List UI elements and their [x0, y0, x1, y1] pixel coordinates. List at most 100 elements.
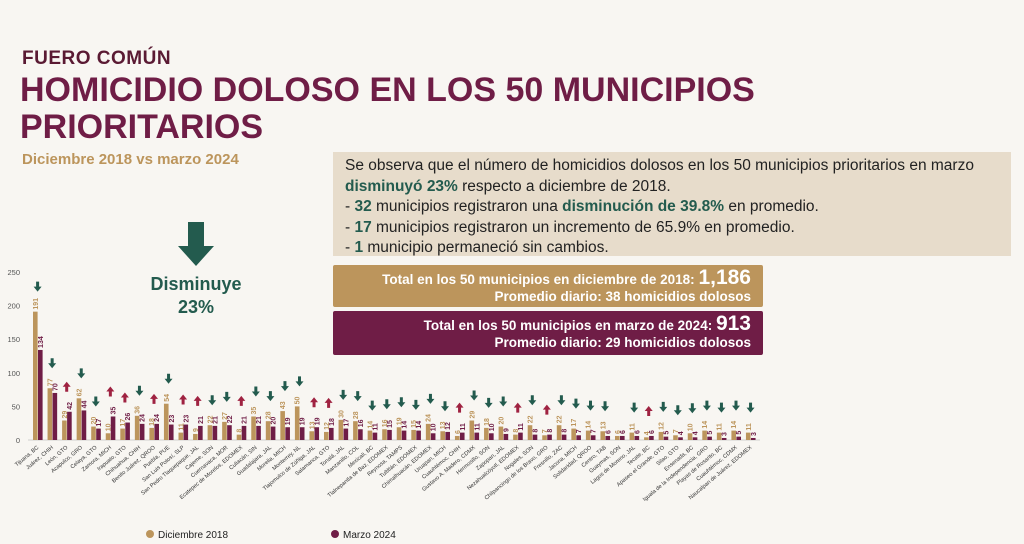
bar — [329, 427, 334, 440]
value-label: 20 — [91, 417, 98, 425]
kicker: FUERO COMÚN — [22, 48, 172, 69]
value-label: 134 — [38, 336, 45, 348]
bar — [513, 434, 518, 440]
bar — [38, 349, 43, 440]
value-label: 6 — [649, 430, 656, 434]
value-label: 24 — [154, 414, 161, 422]
value-label: 13 — [440, 421, 447, 429]
value-label: 11 — [717, 423, 724, 431]
info-text: 17 — [354, 218, 372, 236]
callout-text: 23% — [177, 297, 215, 317]
change-arrow — [673, 405, 682, 416]
bar — [120, 428, 125, 440]
value-label: 7 — [576, 429, 583, 433]
bar — [183, 424, 189, 440]
y-tick-label: 100 — [7, 369, 20, 378]
title: HOMICIDIO DOLOSO EN LOS 50 MUNICIPIOS PR… — [20, 71, 755, 146]
y-tick-label: 0 — [16, 436, 20, 445]
info-line: - 17 municipios registraron un increment… — [345, 218, 999, 239]
value-label: 17 — [120, 419, 127, 427]
change-arrow — [251, 386, 260, 397]
value-label: 4 — [693, 431, 700, 435]
bar — [411, 429, 416, 440]
value-label: 14 — [702, 421, 709, 429]
change-arrow — [542, 404, 551, 415]
change-arrow — [120, 392, 129, 403]
bar — [105, 433, 111, 440]
value-label: 17 — [571, 419, 578, 427]
info-text: municipio permaneció sin cambios. — [363, 239, 609, 256]
bar — [52, 392, 58, 440]
info-text: - — [345, 218, 355, 236]
bar — [474, 432, 480, 440]
value-label: 11 — [629, 423, 636, 431]
value-label: 12 — [658, 422, 665, 430]
value-label: 8 — [547, 429, 554, 433]
value-label: 19 — [300, 417, 307, 425]
bar — [571, 428, 576, 440]
change-arrow — [368, 400, 377, 411]
value-label: 18 — [149, 418, 156, 426]
change-arrow — [77, 368, 86, 379]
bar — [484, 427, 489, 440]
value-label: 22 — [227, 415, 234, 423]
change-arrow — [91, 396, 100, 407]
bar — [280, 411, 285, 440]
bar — [615, 435, 620, 440]
value-label: 16 — [382, 419, 389, 427]
bar — [96, 428, 101, 440]
bar — [678, 437, 683, 440]
bar — [702, 430, 707, 440]
info-text: - — [345, 239, 355, 256]
info-line: - 1 municipio permaneció sin cambios. — [345, 238, 999, 259]
bar — [707, 436, 712, 440]
bar — [590, 435, 596, 440]
bar — [556, 425, 562, 440]
value-label: 4 — [678, 431, 685, 435]
bar — [353, 421, 358, 440]
value-label: 14 — [731, 421, 738, 429]
value-label: 11 — [372, 423, 379, 431]
change-arrow — [513, 402, 522, 413]
value-label: 5 — [736, 431, 743, 435]
value-label: 77 — [47, 378, 54, 386]
total-box: Total en los 50 municipios en diciembre … — [333, 265, 763, 307]
change-arrow — [426, 393, 435, 404]
bar — [324, 431, 329, 440]
total-line: Total en los 50 municipios en marzo de 2… — [345, 312, 751, 335]
y-tick-label: 150 — [7, 335, 20, 344]
value-label: 15 — [387, 420, 394, 428]
value-label: 24 — [426, 414, 433, 422]
value-label: 70 — [52, 383, 59, 391]
bar — [527, 425, 533, 440]
info-text: - — [345, 198, 355, 215]
value-label: 20 — [498, 417, 505, 425]
bar — [178, 432, 184, 440]
total-value: 913 — [715, 312, 751, 335]
bar — [649, 435, 654, 440]
bar — [440, 431, 445, 440]
value-label: 43 — [280, 401, 287, 409]
value-label: 4 — [644, 431, 651, 435]
bar — [576, 435, 581, 440]
bar — [299, 427, 305, 440]
value-label: 6 — [455, 430, 462, 434]
change-arrow — [702, 400, 711, 411]
change-arrow — [441, 401, 449, 412]
bar — [620, 435, 625, 440]
total-daily: Promedio diario: 29 homicidios dolosos — [494, 335, 751, 350]
change-arrow — [310, 397, 319, 408]
change-arrow — [353, 391, 362, 402]
change-arrow — [630, 402, 639, 413]
value-label: 14 — [416, 421, 423, 429]
bar — [294, 406, 300, 440]
value-label: 13 — [309, 421, 316, 429]
change-arrow — [659, 401, 668, 412]
total-daily: Promedio diario: 38 homicidios dolosos — [494, 289, 751, 304]
callout-text: Disminuye — [150, 274, 242, 294]
info-text: disminución de 39.8% — [562, 198, 725, 215]
change-arrow — [324, 397, 333, 408]
bar — [634, 435, 640, 440]
value-label: 3 — [722, 432, 729, 436]
